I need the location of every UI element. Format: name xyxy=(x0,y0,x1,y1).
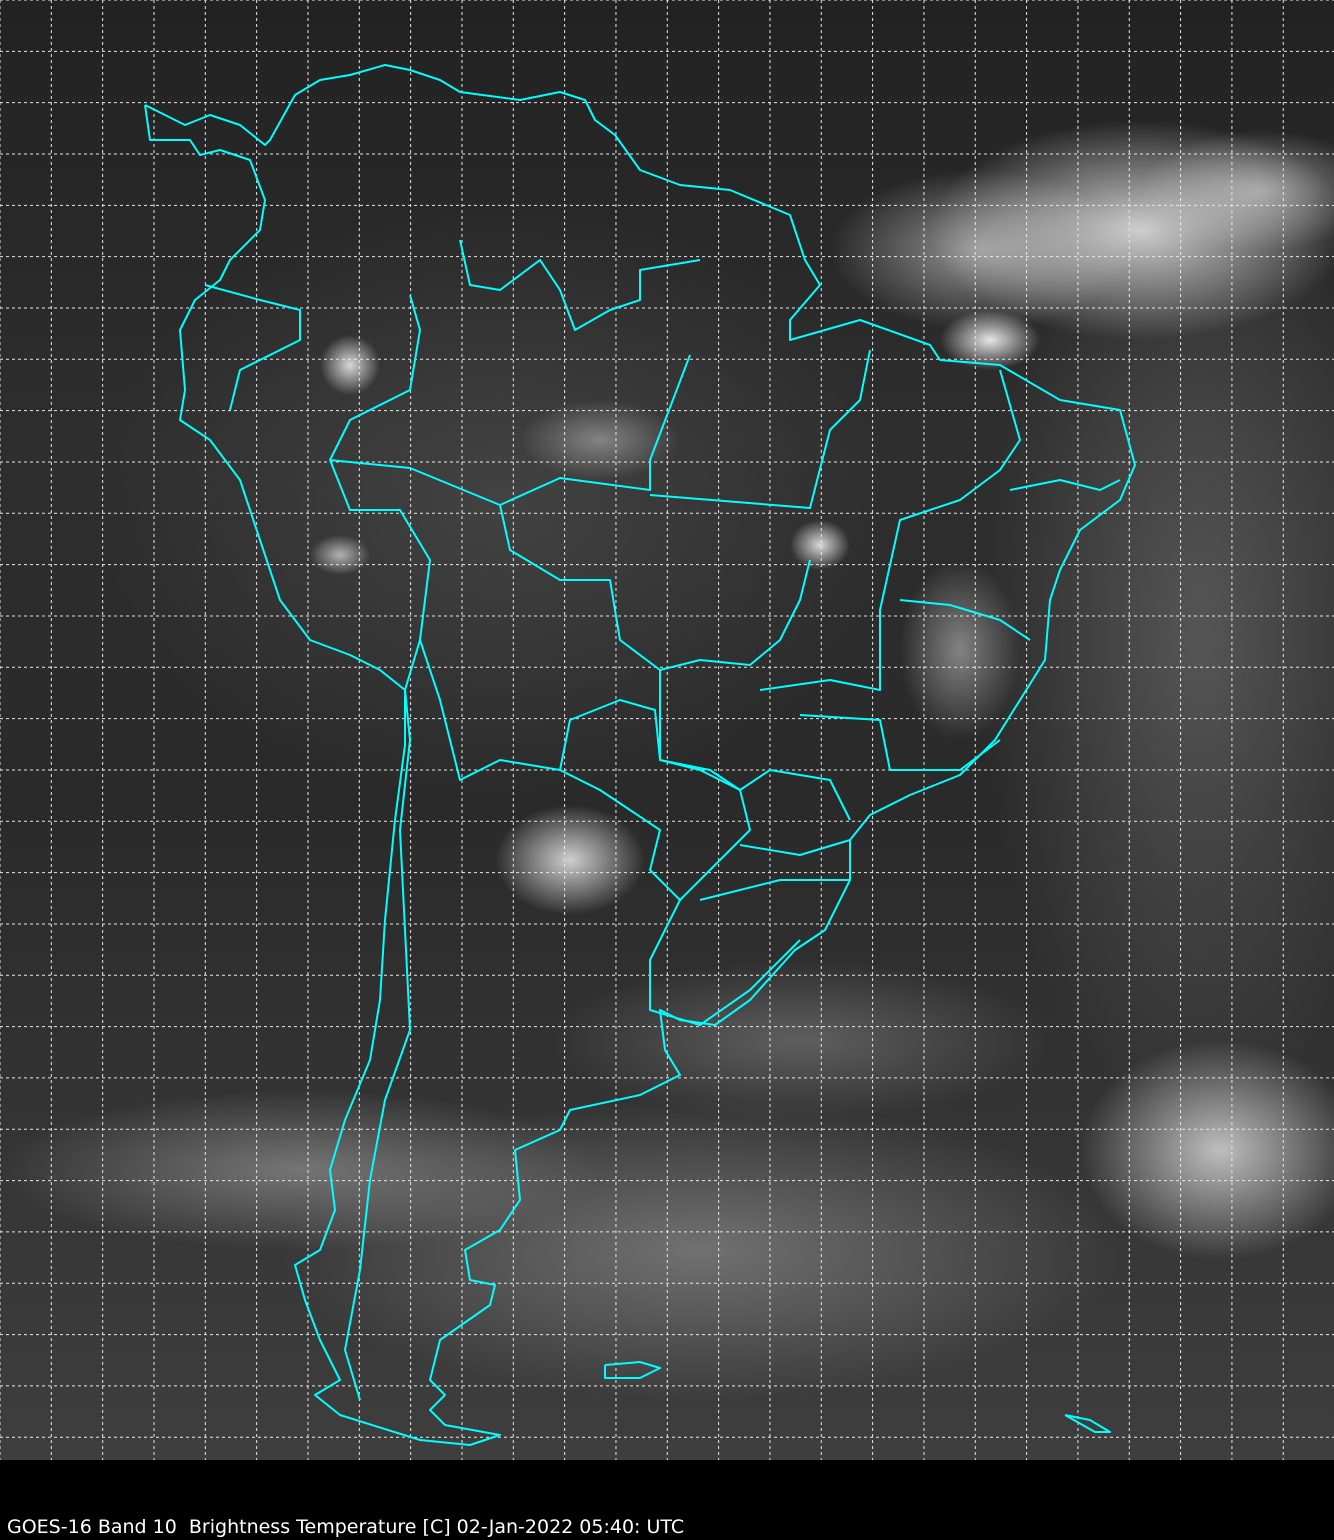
country-border xyxy=(329,294,431,691)
state-border xyxy=(759,369,1021,691)
country-border xyxy=(499,504,811,671)
country-border xyxy=(204,284,301,411)
island-south-georgia xyxy=(1064,1414,1111,1433)
state-border xyxy=(699,879,850,901)
country-border xyxy=(659,670,851,821)
state-border xyxy=(799,714,1001,771)
country-border xyxy=(344,689,411,1401)
country-border xyxy=(329,354,691,506)
satellite-image xyxy=(0,0,1334,1460)
country-border xyxy=(649,349,871,509)
map-overlay xyxy=(0,0,1334,1460)
country-border xyxy=(419,639,751,901)
lat-lon-grid xyxy=(0,0,1334,1460)
country-border xyxy=(649,899,801,1026)
state-border xyxy=(739,839,851,856)
state-border xyxy=(899,599,1031,641)
image-caption: GOES-16 Band 10 Brightness Temperature [… xyxy=(7,1516,685,1538)
state-border xyxy=(1009,479,1121,491)
country-border xyxy=(459,239,701,331)
south-america-coastline xyxy=(144,64,1136,1446)
island-falklands xyxy=(604,1361,661,1379)
